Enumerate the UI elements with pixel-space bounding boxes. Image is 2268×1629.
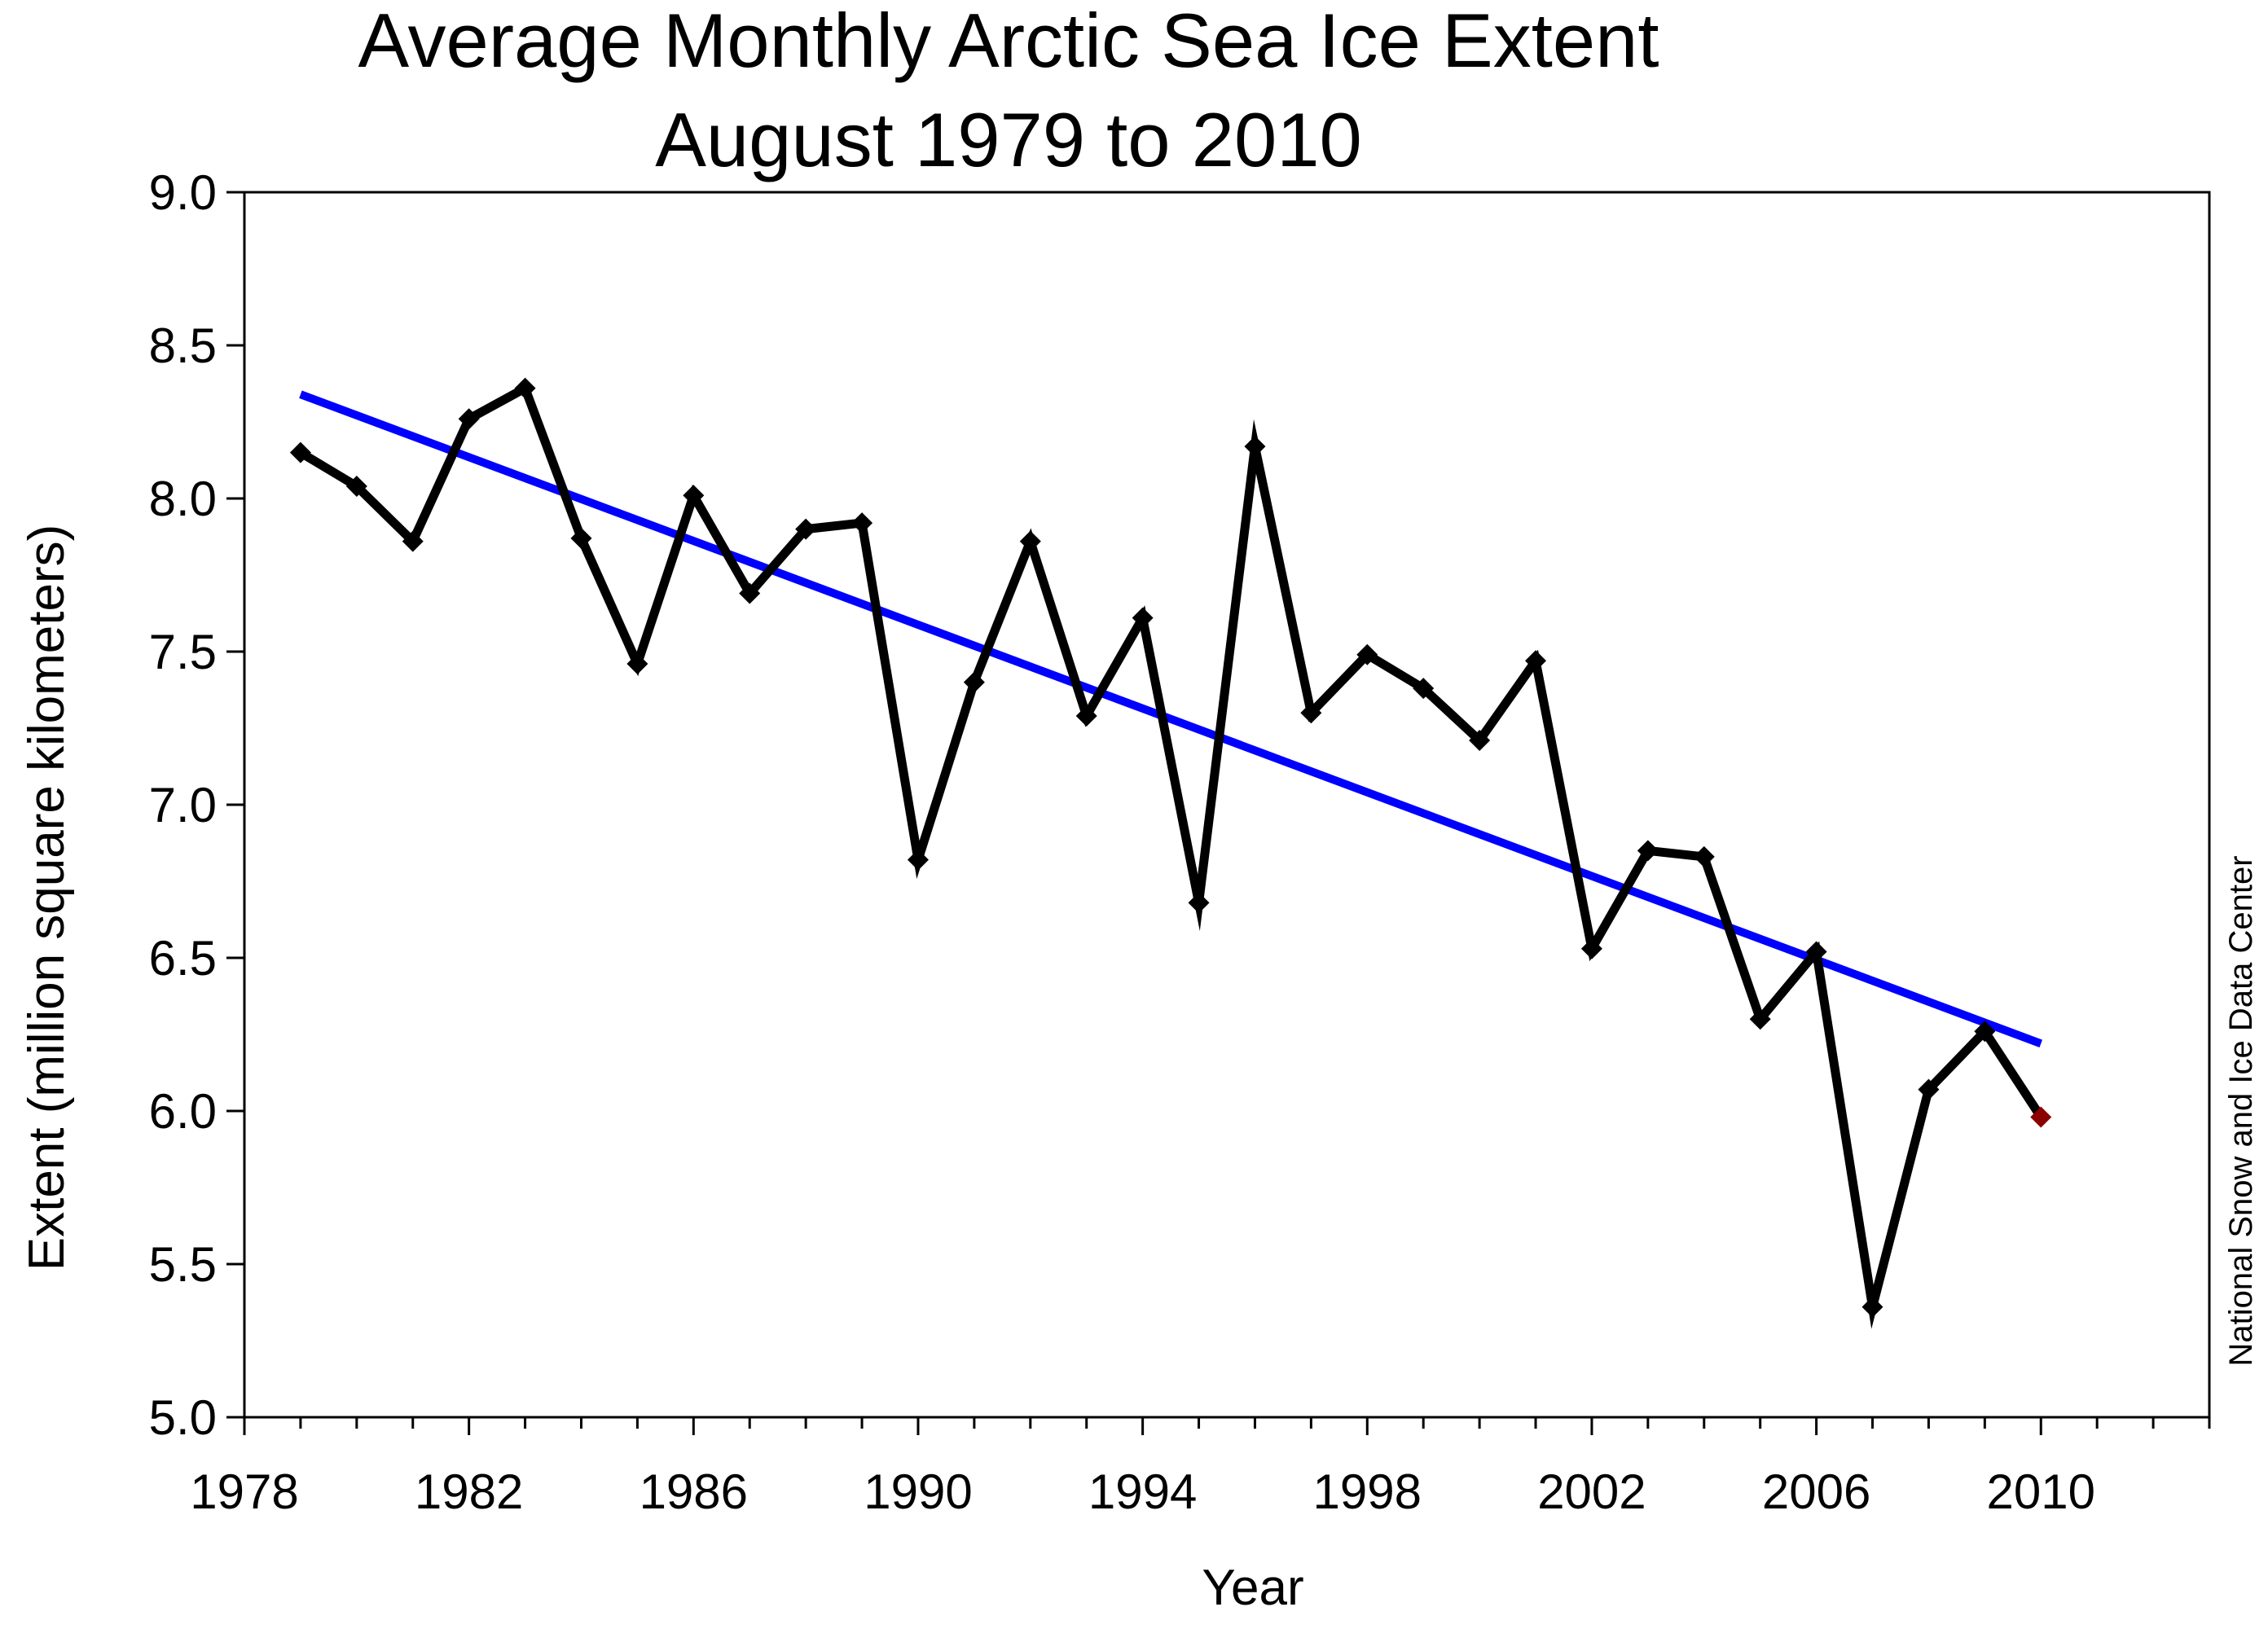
x-tick-label: 1994 <box>1088 1464 1197 1519</box>
y-axis-tick-labels: 5.0 5.5 6.0 6.5 7.0 7.5 8.0 8.5 9.0 <box>149 165 217 1445</box>
x-tick-label: 2006 <box>1762 1464 1870 1519</box>
data-point-marker <box>1019 530 1041 552</box>
data-point-marker <box>1132 607 1154 629</box>
y-axis-ticks <box>226 191 244 1419</box>
data-point-marker <box>1244 436 1266 458</box>
y-tick-label: 8.5 <box>149 318 217 373</box>
x-tick-label: 1998 <box>1313 1464 1422 1519</box>
data-point-marker <box>1413 678 1435 700</box>
data-point-marker <box>1861 1296 1883 1318</box>
data-point-marker <box>795 518 817 540</box>
extent-series-line <box>298 381 2045 1329</box>
data-point-marker <box>683 485 705 507</box>
series-layer <box>289 377 2052 1329</box>
data-point-marker <box>1974 1021 1996 1043</box>
x-tick-label: 1982 <box>415 1464 523 1519</box>
x-axis-tick-labels: 1978 1982 1986 1990 1994 1998 2002 2006 2010 <box>190 1464 2095 1519</box>
data-point-marker <box>1918 1078 1940 1100</box>
x-axis-label: Year <box>1202 1560 1303 1616</box>
data-point-marker <box>1805 941 1827 963</box>
y-tick-label: 6.5 <box>149 931 217 986</box>
data-point-marker <box>1469 730 1491 752</box>
data-point-marker <box>1637 840 1659 862</box>
data-point-marker <box>851 512 873 534</box>
y-tick-label: 7.0 <box>149 778 217 832</box>
x-tick-label: 2010 <box>1987 1464 2095 1519</box>
data-point-marker <box>1525 650 1547 672</box>
credit-label: National Snow and Ice Data Center <box>2223 855 2259 1366</box>
data-point-marker <box>345 475 367 497</box>
data-point-marker <box>1693 845 1715 867</box>
data-point-marker <box>739 582 761 604</box>
plot-frame <box>243 191 2211 1419</box>
data-point-marker <box>458 408 480 430</box>
data-point-marker <box>402 530 424 552</box>
data-point-marker <box>1188 892 1210 914</box>
y-axis-label: Extent (million square kilometers) <box>19 525 75 1271</box>
data-point-marker <box>1300 702 1322 724</box>
data-point-marker <box>1580 937 1602 959</box>
data-point-marker <box>289 441 311 463</box>
data-point-marker <box>907 849 929 871</box>
x-tick-label: 2002 <box>1537 1464 1646 1519</box>
y-tick-label: 5.0 <box>149 1390 217 1445</box>
y-tick-label: 7.5 <box>149 625 217 679</box>
x-axis-ticks <box>243 1417 2211 1435</box>
data-point-marker-latest <box>2030 1106 2052 1128</box>
data-point-marker <box>626 653 648 675</box>
y-tick-label: 6.0 <box>149 1084 217 1139</box>
data-point-marker <box>963 671 985 693</box>
x-tick-label: 1990 <box>864 1464 972 1519</box>
data-point-marker <box>514 377 536 399</box>
x-tick-label: 1978 <box>190 1464 298 1519</box>
y-tick-label: 5.5 <box>149 1237 217 1292</box>
trend-line <box>299 390 2043 1047</box>
data-point-marker <box>1356 643 1378 665</box>
y-tick-label: 9.0 <box>149 165 217 220</box>
x-tick-label: 1986 <box>640 1464 748 1519</box>
data-point-marker <box>1749 1008 1771 1030</box>
data-point-marker <box>1075 705 1097 727</box>
data-point-marker <box>570 527 592 549</box>
chart-title: Average Monthly Arctic Sea Ice Extent <box>358 0 1659 83</box>
chart-subtitle: August 1979 to 2010 <box>655 97 1362 182</box>
y-tick-label: 8.0 <box>149 472 217 526</box>
